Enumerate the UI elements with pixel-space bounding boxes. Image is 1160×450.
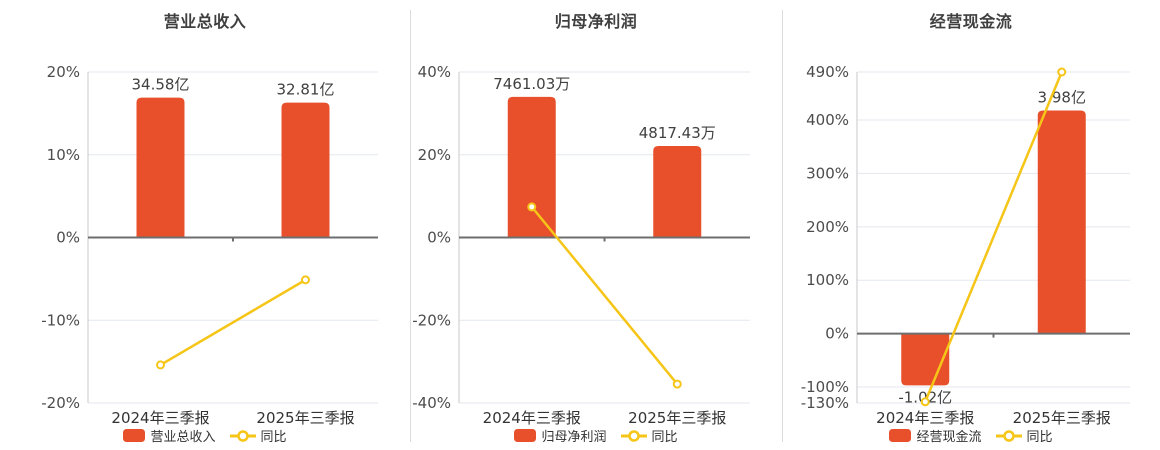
x-axis-label: 2025年三季报: [256, 409, 354, 427]
y-tick-label: -20%: [412, 311, 451, 329]
bar-value-label: 4817.43万: [639, 124, 716, 142]
yoy-line: [924, 70, 1063, 404]
y-tick-label: -20%: [41, 394, 80, 412]
bar-swatch-icon: [889, 429, 912, 442]
x-axis-label: 2025年三季报: [628, 409, 726, 427]
x-axis-label: 2024年三季报: [876, 409, 974, 427]
bar-2025年三季报[interactable]: [1037, 110, 1086, 334]
panel-divider: [410, 10, 411, 442]
line-marker-swatch-icon: [229, 429, 256, 442]
legend-item-bar[interactable]: 归母净利润: [514, 426, 607, 445]
bar-2024年三季报[interactable]: [507, 96, 556, 238]
y-tick-label: 300%: [806, 164, 849, 182]
chart-title: 营业总收入: [163, 12, 247, 31]
x-axis-label: 2024年三季报: [111, 409, 209, 427]
chart-legend: 经营现金流 同比: [782, 426, 1160, 445]
y-tick-label: 0%: [56, 229, 80, 247]
bar-value-label: 3.98亿: [1038, 88, 1086, 106]
y-tick-label: 200%: [806, 218, 849, 236]
panel-divider: [782, 10, 783, 442]
y-tick-label: -40%: [412, 394, 451, 412]
yoy-line-marker[interactable]: [920, 397, 930, 407]
panel-net-profit: 归母净利润 40% 20% 0% -20% -40% 7461.03万 4817.43万 20…: [410, 0, 782, 450]
legend-item-bar[interactable]: 经营现金流: [889, 426, 982, 445]
chart-title: 归母净利润: [554, 12, 638, 31]
yoy-line: [530, 205, 679, 386]
bar-value-label: 32.81亿: [277, 81, 335, 99]
y-tick-label: 20%: [418, 146, 451, 164]
net-profit-chart: 40% 20% 0% -20% -40% 7461.03万 4817.43万 2024年三季报…: [412, 63, 750, 427]
chart-legend: 营业总收入 同比: [0, 426, 410, 445]
y-tick-label: 20%: [47, 63, 80, 81]
yoy-line-marker[interactable]: [301, 275, 310, 285]
legend-bar-label: 经营现金流: [916, 430, 982, 445]
revenue-chart: 20% 10% 0% -10% -20% 34.58亿 32.81亿 2024年三季报 2025…: [41, 63, 378, 427]
y-tick-label: 10%: [47, 146, 80, 164]
x-axis-label: 2024年三季报: [483, 409, 581, 427]
yoy-line-marker[interactable]: [1057, 67, 1067, 77]
bar-swatch-icon: [514, 429, 537, 442]
y-tick-label: 40%: [418, 63, 451, 81]
legend-line-label: 同比: [651, 430, 678, 445]
yoy-line-marker[interactable]: [672, 379, 682, 389]
bar-2025年三季报[interactable]: [281, 102, 330, 238]
legend-item-bar[interactable]: 营业总收入: [123, 426, 216, 445]
x-axis-label: 2025年三季报: [1013, 409, 1111, 427]
bar-swatch-icon: [123, 429, 146, 442]
bar-2025年三季报[interactable]: [653, 146, 702, 238]
legend-bar-label: 归母净利润: [541, 430, 607, 445]
legend-item-line[interactable]: 同比: [995, 426, 1053, 445]
panel-revenue: 营业总收入 20% 10% 0% -10% -20% 34.58亿 32.81亿 2024年三…: [0, 0, 410, 450]
bar-value-label: 34.58亿: [132, 76, 190, 94]
yoy-line-marker[interactable]: [156, 360, 165, 370]
legend-item-line[interactable]: 同比: [620, 426, 678, 445]
yoy-line-marker[interactable]: [527, 202, 537, 212]
legend-line-label: 同比: [1026, 430, 1053, 445]
y-tick-label: 400%: [806, 111, 849, 129]
legend-line-label: 同比: [260, 430, 287, 445]
y-tick-label: -130%: [801, 394, 849, 412]
legend-item-line[interactable]: 同比: [229, 426, 287, 445]
yoy-line: [159, 278, 307, 367]
chart-title: 经营现金流: [929, 12, 1013, 31]
y-tick-label: -10%: [41, 311, 80, 329]
bar-2024年三季报[interactable]: [136, 97, 185, 238]
cash-flow-chart: 490%400%300%200%100%0%-100%-130%-1.02亿3.…: [801, 63, 1130, 427]
y-tick-label: -100%: [801, 378, 849, 396]
bar-value-label: 7461.03万: [493, 75, 570, 93]
line-marker-swatch-icon: [995, 429, 1022, 442]
y-tick-label: 0%: [427, 229, 451, 247]
line-marker-swatch-icon: [620, 429, 647, 442]
y-tick-label: 0%: [825, 325, 849, 343]
chart-legend: 归母净利润 同比: [410, 426, 782, 445]
panel-cash-flow: 经营现金流 490%400%300%200%100%0%-100%-130%-1…: [782, 0, 1160, 450]
y-tick-label: 490%: [806, 63, 849, 81]
legend-bar-label: 营业总收入: [150, 430, 216, 445]
y-tick-label: 100%: [806, 271, 849, 289]
